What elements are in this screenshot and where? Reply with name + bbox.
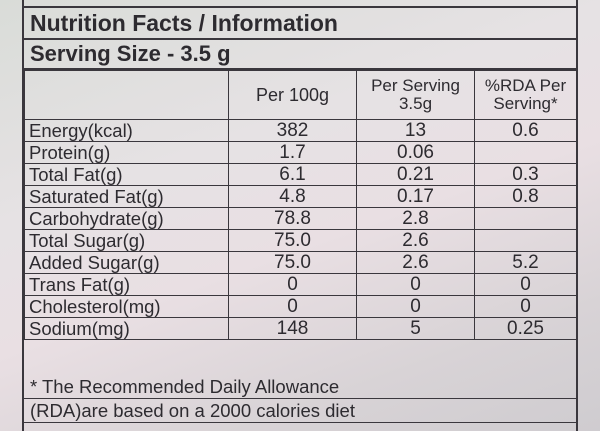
nutrient-name: Protein(g) bbox=[24, 141, 229, 164]
value-per-100g: 1.7 bbox=[228, 141, 357, 164]
value-rda: 0.6 bbox=[474, 119, 577, 142]
value-rda bbox=[474, 141, 577, 164]
value-per-serving: 0 bbox=[356, 273, 475, 296]
nutrient-name: Sodium(mg) bbox=[24, 317, 229, 340]
value-rda bbox=[474, 207, 577, 230]
value-rda: 0.25 bbox=[474, 317, 577, 340]
value-per-serving: 2.6 bbox=[356, 251, 475, 274]
value-per-100g: 78.8 bbox=[228, 207, 357, 230]
nutrient-name: Added Sugar(g) bbox=[24, 251, 229, 274]
value-rda: 0 bbox=[474, 273, 577, 296]
value-per-100g: 0 bbox=[228, 273, 357, 296]
nutrient-name: Carbohydrate(g) bbox=[24, 207, 229, 230]
value-rda: 0.3 bbox=[474, 163, 577, 186]
value-per-100g: 75.0 bbox=[228, 251, 357, 274]
value-rda: 0.8 bbox=[474, 185, 577, 208]
value-per-serving: 0.21 bbox=[356, 163, 475, 186]
header-per-serving-line1: Per Serving bbox=[371, 76, 460, 95]
value-per-serving: 5 bbox=[356, 317, 475, 340]
header-rda-line2: Serving* bbox=[493, 94, 558, 113]
value-per-serving: 13 bbox=[356, 119, 475, 142]
nutrient-name: Total Fat(g) bbox=[24, 163, 229, 186]
nutrient-name: Energy(kcal) bbox=[24, 119, 229, 142]
value-per-serving: 2.8 bbox=[356, 207, 475, 230]
header-per-100g: Per 100g bbox=[228, 70, 357, 120]
value-per-100g: 382 bbox=[228, 119, 357, 142]
value-per-serving: 0 bbox=[356, 295, 475, 318]
table-row: Sodium(mg) 148 5 0.25 bbox=[24, 317, 577, 340]
nutrient-name: Saturated Fat(g) bbox=[24, 185, 229, 208]
header-per-serving: Per Serving 3.5g bbox=[356, 70, 475, 120]
table-header-row: Per 100g Per Serving 3.5g %RDA Per Servi… bbox=[24, 70, 577, 120]
table-row: Added Sugar(g) 75.0 2.6 5.2 bbox=[24, 251, 577, 274]
nutrition-table: Per 100g Per Serving 3.5g %RDA Per Servi… bbox=[24, 70, 577, 340]
value-per-serving: 0.17 bbox=[356, 185, 475, 208]
nutrient-name: Trans Fat(g) bbox=[24, 273, 229, 296]
value-per-100g: 75.0 bbox=[228, 229, 357, 252]
nutrient-name: Cholesterol(mg) bbox=[24, 295, 229, 318]
table-row: Total Fat(g) 6.1 0.21 0.3 bbox=[24, 163, 577, 186]
value-rda: 5.2 bbox=[474, 251, 577, 274]
table-row: Saturated Fat(g) 4.8 0.17 0.8 bbox=[24, 185, 577, 208]
value-rda bbox=[474, 229, 577, 252]
footnote-line-1: * The Recommended Daily Allowance bbox=[24, 376, 576, 399]
value-per-100g: 0 bbox=[228, 295, 357, 318]
table-row: Cholesterol(mg) 0 0 0 bbox=[24, 295, 577, 318]
footnote-line-2: (RDA)are based on a 2000 calories diet bbox=[24, 400, 576, 423]
table-row: Protein(g) 1.7 0.06 bbox=[24, 141, 577, 164]
header-per-100g-label: Per 100g bbox=[255, 85, 330, 105]
table-row: Total Sugar(g) 75.0 2.6 bbox=[24, 229, 577, 252]
header-blank bbox=[24, 70, 229, 120]
label-title: Nutrition Facts / Information bbox=[24, 6, 576, 40]
value-per-100g: 6.1 bbox=[228, 163, 357, 186]
value-per-100g: 4.8 bbox=[228, 185, 357, 208]
header-rda-line1: %RDA Per bbox=[484, 76, 567, 95]
value-per-100g: 148 bbox=[228, 317, 357, 340]
table-row: Trans Fat(g) 0 0 0 bbox=[24, 273, 577, 296]
nutrient-name: Total Sugar(g) bbox=[24, 229, 229, 252]
value-rda: 0 bbox=[474, 295, 577, 318]
table-row: Energy(kcal) 382 13 0.6 bbox=[24, 119, 577, 142]
value-per-serving: 0.06 bbox=[356, 141, 475, 164]
nutrition-label: Nutrition Facts / Information Serving Si… bbox=[22, 0, 578, 431]
table-row: Carbohydrate(g) 78.8 2.8 bbox=[24, 207, 577, 230]
header-rda: %RDA Per Serving* bbox=[474, 70, 577, 120]
header-per-serving-line2: 3.5g bbox=[398, 94, 433, 113]
serving-size: Serving Size - 3.5 g bbox=[24, 40, 576, 70]
value-per-serving: 2.6 bbox=[356, 229, 475, 252]
